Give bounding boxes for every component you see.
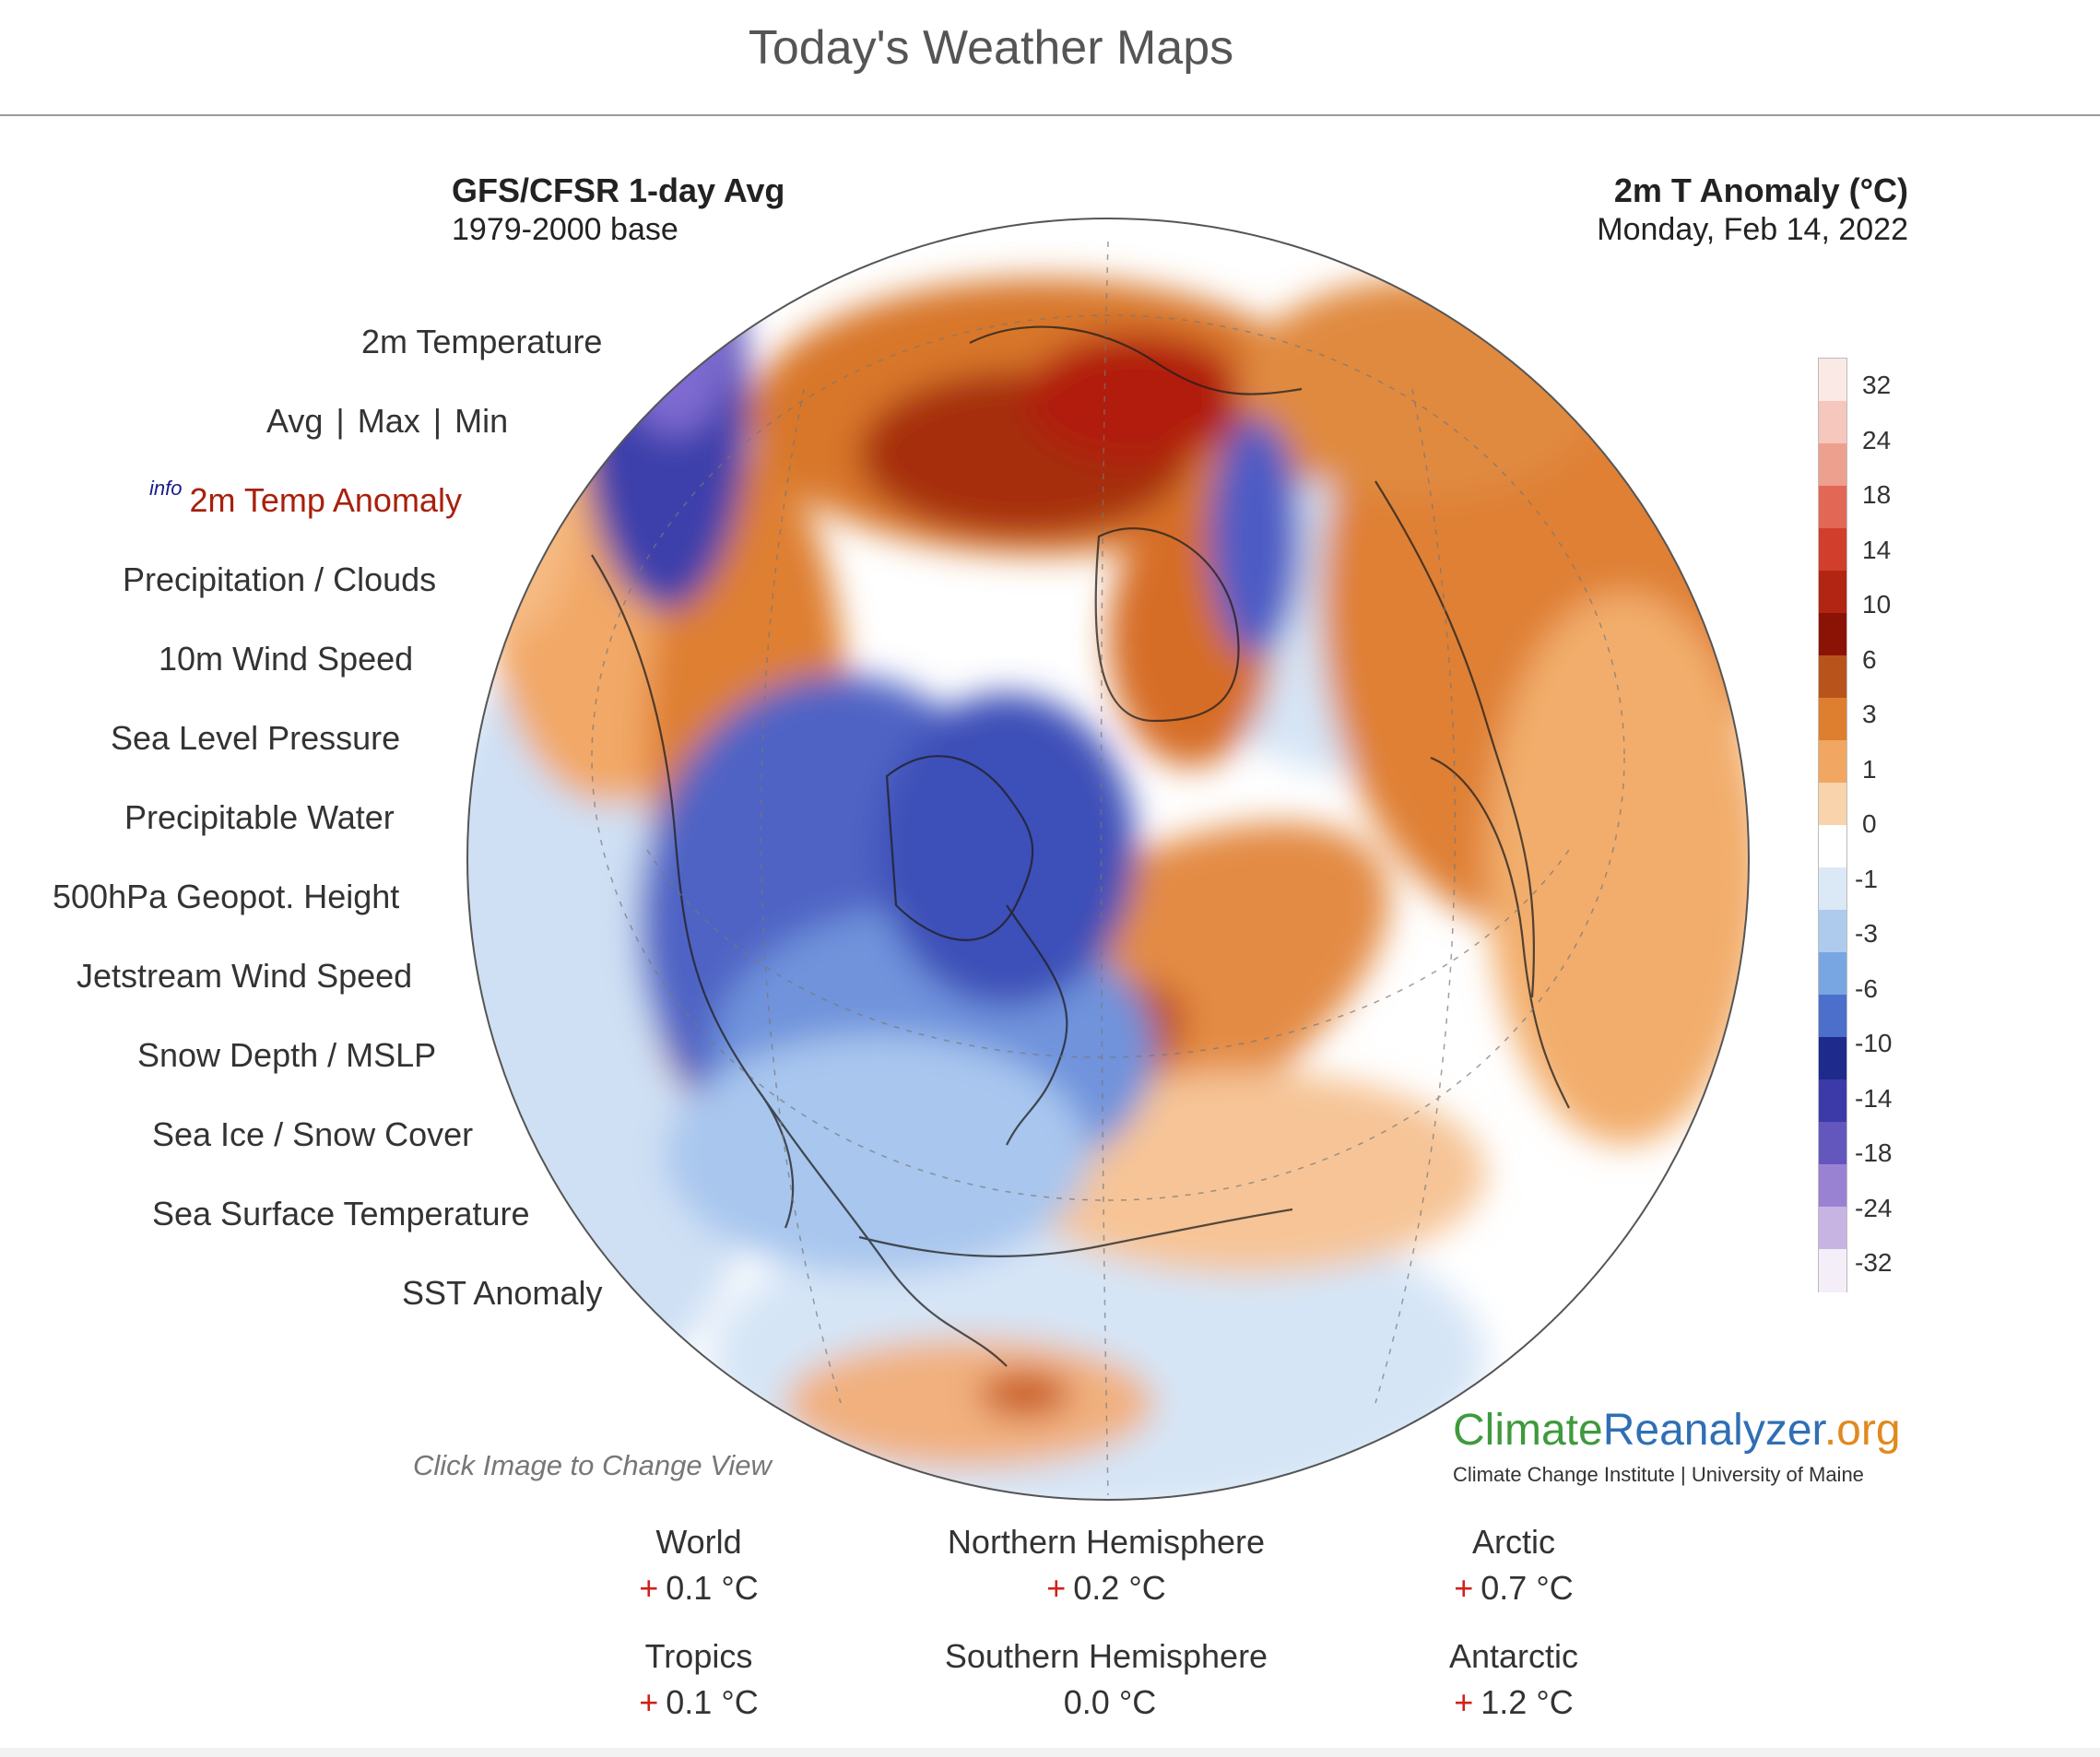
colorbar-tick-label: 24 <box>1862 425 1892 454</box>
colorbar-swatch <box>1819 825 1846 868</box>
logo-subtitle: Climate Change Institute | University of… <box>1453 1463 1864 1486</box>
stat-value: 0.1 °C <box>666 1569 759 1607</box>
colorbar-tick-label: -24 <box>1855 1193 1893 1222</box>
colorbar-tick-label: 10 <box>1862 590 1892 619</box>
menu-500hpa-geopotential[interactable]: 500hPa Geopot. Height <box>53 878 400 915</box>
plus-sign: + <box>1046 1569 1067 1607</box>
menu-temp-anomaly-row: info 2m Temp Anomaly <box>149 477 462 520</box>
stat-tropics: Tropics +0.1 °C <box>505 1637 892 1722</box>
stat-value: 0.0 °C <box>1063 1683 1157 1721</box>
colorbar-tick-label: -3 <box>1855 919 1878 948</box>
stat-name: Northern Hemisphere <box>947 1523 1266 1561</box>
menu-snow-depth-mslp[interactable]: Snow Depth / MSLP <box>137 1036 437 1074</box>
colorbar-tick-label: 14 <box>1862 535 1892 564</box>
colorbar-swatch <box>1819 1079 1846 1123</box>
colorbar-swatch <box>1819 910 1846 953</box>
colorbar-tick-label: 32 <box>1862 371 1892 399</box>
stat-value: 0.2 °C <box>1073 1569 1166 1607</box>
colorbar-swatch <box>1819 995 1846 1038</box>
colorbar-tick-label: -18 <box>1855 1138 1893 1167</box>
menu-sea-ice-snow-cover[interactable]: Sea Ice / Snow Cover <box>152 1115 474 1153</box>
colorbar-tick-label: 6 <box>1862 644 1877 674</box>
stat-value: 1.2 °C <box>1481 1683 1574 1721</box>
menu-sea-surface-temperature[interactable]: Sea Surface Temperature <box>152 1195 530 1232</box>
menu-precipitation-clouds[interactable]: Precipitation / Clouds <box>123 560 437 598</box>
colorbar-swatch <box>1819 443 1846 487</box>
stat-name: Southern Hemisphere <box>944 1637 1268 1675</box>
menu-2m-temp-anomaly[interactable]: 2m Temp Anomaly <box>189 481 462 519</box>
stat-name: World <box>655 1523 742 1561</box>
stat-name: Arctic <box>1472 1523 1555 1561</box>
stat-antarctic: Antarctic +1.2 °C <box>1320 1637 1707 1722</box>
colorbar-swatch <box>1819 867 1846 911</box>
colorbar-tick-label: 0 <box>1862 809 1877 838</box>
logo-org: .org <box>1823 1406 1901 1455</box>
base-period: 1979-2000 base <box>452 212 678 247</box>
colorbar-swatch <box>1819 359 1846 402</box>
variable-title: 2m T Anomaly (°C) <box>1613 171 1908 209</box>
stat-southern-hemisphere: Southern Hemisphere 0.0 °C <box>913 1637 1300 1722</box>
stat-name: Tropics <box>644 1637 753 1675</box>
colorbar-tick-label: 3 <box>1862 700 1877 728</box>
map-hint: Click Image to Change View <box>413 1449 772 1481</box>
stat-name: Antarctic <box>1448 1637 1579 1675</box>
colorbar-swatch <box>1819 783 1846 826</box>
menu-sea-level-pressure[interactable]: Sea Level Pressure <box>111 719 401 757</box>
plus-sign: + <box>1454 1569 1474 1607</box>
menu-temp-variants: Avg | Max | Min <box>266 402 508 441</box>
menu-max[interactable]: Max <box>357 402 420 440</box>
colorbar-swatch <box>1819 1249 1846 1292</box>
colorbar-tick-label: 1 <box>1862 754 1877 784</box>
menu-min[interactable]: Min <box>454 402 509 440</box>
plus-sign: + <box>1454 1683 1474 1721</box>
colorbar-swatch <box>1819 486 1846 529</box>
plus-sign: + <box>639 1683 659 1721</box>
colorbar-tick-label: -1 <box>1855 864 1878 893</box>
globe-map[interactable] <box>454 205 1763 1514</box>
colorbar-tick-label: -10 <box>1855 1029 1893 1057</box>
menu-jetstream-wind-speed[interactable]: Jetstream Wind Speed <box>77 957 413 995</box>
colorbar-swatch <box>1819 698 1846 741</box>
colorbar <box>1818 358 1847 1292</box>
model-title: GFS/CFSR 1-day Avg <box>452 171 785 209</box>
colorbar-swatch <box>1819 655 1846 699</box>
colorbar-swatch <box>1819 571 1846 614</box>
colorbar-swatch <box>1819 613 1846 656</box>
menu-separator: | <box>336 402 345 440</box>
stat-world: World +0.1 °C <box>505 1523 892 1608</box>
menu-separator: | <box>432 402 442 440</box>
menu-sst-anomaly[interactable]: SST Anomaly <box>402 1274 603 1312</box>
colorbar-swatch <box>1819 1037 1846 1080</box>
menu-precipitable-water[interactable]: Precipitable Water <box>124 798 395 836</box>
colorbar-swatch <box>1819 952 1846 996</box>
map-date: Monday, Feb 14, 2022 <box>1597 212 1908 247</box>
logo-climate: Climate <box>1453 1406 1603 1455</box>
colorbar-swatch <box>1819 401 1846 444</box>
menu-avg[interactable]: Avg <box>266 402 324 440</box>
colorbar-swatch <box>1819 528 1846 572</box>
page-title: Today's Weather Maps <box>748 21 1234 75</box>
menu-10m-wind-speed[interactable]: 10m Wind Speed <box>159 640 414 678</box>
colorbar-swatch <box>1819 1207 1846 1250</box>
colorbar-swatch <box>1819 1164 1846 1208</box>
stat-northern-hemisphere: Northern Hemisphere +0.2 °C <box>913 1523 1300 1608</box>
stat-value: 0.7 °C <box>1481 1569 1574 1607</box>
climate-reanalyzer-logo[interactable]: ClimateReanalyzer.org Climate Change Ins… <box>1453 1405 1908 1487</box>
stat-arctic: Arctic +0.7 °C <box>1320 1523 1707 1608</box>
colorbar-tick-label: 18 <box>1862 480 1892 509</box>
colorbar-tick-label: -32 <box>1855 1248 1893 1277</box>
colorbar-swatch <box>1819 740 1846 784</box>
info-link[interactable]: info <box>149 477 183 500</box>
page-header: Today's Weather Maps <box>0 0 2100 116</box>
colorbar-tick-label: -6 <box>1855 973 1878 1003</box>
footer-band <box>0 1748 2100 1757</box>
stat-value: 0.1 °C <box>666 1683 759 1721</box>
plus-sign: + <box>639 1569 659 1607</box>
colorbar-tick-label: -14 <box>1855 1083 1893 1113</box>
temperature-anomaly-map[interactable] <box>454 205 1763 1514</box>
colorbar-swatch <box>1819 1122 1846 1165</box>
logo-reanalyzer: Reanalyzer <box>1602 1406 1824 1455</box>
menu-2m-temperature[interactable]: 2m Temperature <box>361 323 603 360</box>
